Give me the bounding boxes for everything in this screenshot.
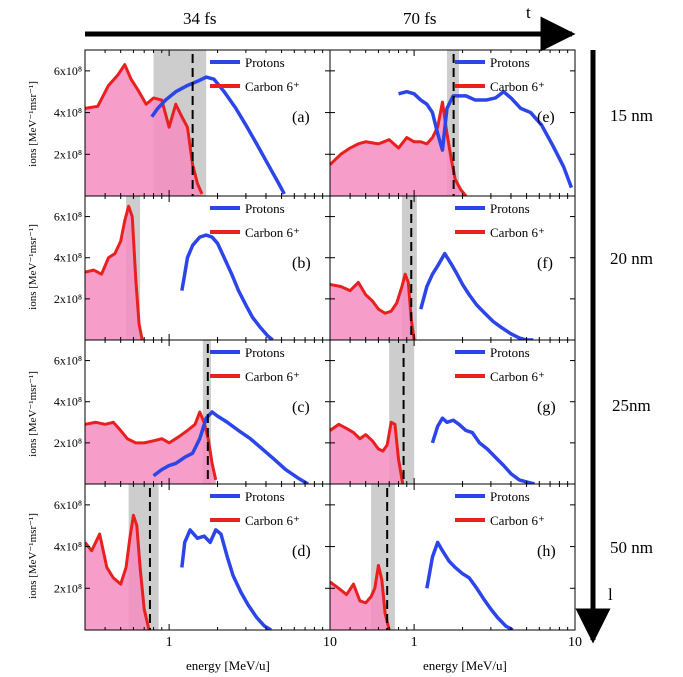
legend-protons-label: Protons: [490, 489, 530, 504]
legend-protons-label: Protons: [245, 201, 285, 216]
carbon-fill-area: [85, 412, 216, 484]
legend-carbon-label: Carbon 6⁺: [245, 225, 300, 240]
y-tick-label: 4x10⁸: [54, 395, 82, 409]
panel-g: Protons Carbon 6⁺ (g): [329, 339, 576, 485]
legend-carbon-label: Carbon 6⁺: [490, 369, 545, 384]
plot-area-a: [85, 50, 286, 196]
y-tick-label: 4x10⁸: [54, 540, 82, 554]
panels: 2x10⁸ 4x10⁸ 6x10⁸ Protons Carbon 6⁺ (a) 2x10⁸ 4…: [54, 49, 582, 650]
panel-e: Protons Carbon 6⁺ (e): [329, 49, 576, 197]
plot-area-f: [330, 196, 534, 340]
protons-series-line: [430, 416, 535, 484]
protons-series-line: [419, 251, 534, 340]
plot-area-c: [85, 340, 309, 484]
y-tick-label: 6x10⁸: [54, 498, 82, 512]
x-tick-label: 10: [568, 635, 582, 650]
carbon-series-line: [330, 100, 468, 196]
y-tick-label: 6x10⁸: [54, 210, 82, 224]
plot-area-g: [330, 340, 535, 484]
panel-h: 1 10 Protons Carbon 6⁺ (h): [329, 483, 582, 650]
panel-letter: (g): [537, 399, 556, 416]
legend-protons-label: Protons: [245, 345, 285, 360]
panel-c: 2x10⁸ 4x10⁸ 6x10⁸ Protons Carbon 6⁺ (c): [54, 339, 331, 485]
legend-protons-label: Protons: [245, 55, 285, 70]
row-label-20nm: 20 nm: [610, 249, 653, 268]
plot-area-d: [85, 484, 272, 630]
column-label-70fs: 70 fs: [403, 9, 437, 28]
column-label-34fs: 34 fs: [183, 9, 217, 28]
carbon-series-line: [85, 513, 151, 630]
carbon-series-line: [85, 204, 144, 340]
y-axis-label-row-d: ions [MeV⁻¹msr⁻¹]: [27, 513, 39, 599]
legend-carbon-label: Carbon 6⁺: [490, 513, 545, 528]
y-tick-label: 4x10⁸: [54, 106, 82, 120]
panel-letter: (f): [537, 255, 553, 272]
panel-letter: (a): [292, 109, 310, 126]
panel-frame: [329, 483, 576, 631]
y-tick-label: 2x10⁸: [54, 581, 82, 595]
y-axis-label-row-b: ions [MeV⁻¹msr⁻¹]: [27, 224, 39, 310]
panel-d: 1 10 2x10⁸ 4x10⁸ 6x10⁸ Protons Carbon 6⁺ (d): [54, 483, 337, 650]
protons-series-line: [398, 89, 574, 189]
legend-carbon-label: Carbon 6⁺: [490, 225, 545, 240]
protons-series-line: [150, 75, 286, 195]
panel-letter: (e): [537, 109, 555, 126]
legend-carbon-label: Carbon 6⁺: [245, 513, 300, 528]
row-label-50nm: 50 nm: [610, 538, 653, 557]
legend-carbon-label: Carbon 6⁺: [245, 79, 300, 94]
protons-series-line: [425, 540, 514, 630]
x-tick-label: 1: [166, 635, 173, 650]
panel-a: 2x10⁸ 4x10⁸ 6x10⁸ Protons Carbon 6⁺ (a): [54, 49, 331, 197]
carbon-fill-area: [330, 565, 390, 630]
carbon-series-line: [330, 563, 391, 630]
x-axis-label-left: energy [MeV/u]: [186, 658, 270, 673]
y-axis-label-row-a: ions [MeV⁻¹msr⁻¹]: [27, 81, 39, 167]
y-tick-label: 6x10⁸: [54, 64, 82, 78]
x-tick-label: 10: [323, 635, 337, 650]
thickness-axis-label: l: [608, 585, 613, 604]
row-label-25nm: 25nm: [612, 396, 651, 415]
carbon-fill-area: [330, 422, 403, 484]
y-tick-label: 4x10⁸: [54, 251, 82, 265]
panel-letter: (d): [292, 543, 311, 560]
y-tick-label: 2x10⁸: [54, 436, 82, 450]
y-tick-label: 2x10⁸: [54, 292, 82, 306]
carbon-fill-area: [85, 64, 202, 196]
carbon-series-line: [330, 420, 405, 484]
gray-band: [202, 340, 211, 484]
time-axis-label: t: [526, 3, 531, 22]
legend-protons-label: Protons: [490, 345, 530, 360]
legend-protons-label: Protons: [245, 489, 285, 504]
y-axis-label-row-c: ions [MeV⁻¹msr⁻¹]: [27, 371, 39, 457]
legend-protons-label: Protons: [490, 55, 530, 70]
y-tick-label: 6x10⁸: [54, 354, 82, 368]
x-axis-label-right: energy [MeV/u]: [423, 658, 507, 673]
legend-protons-label: Protons: [490, 201, 530, 216]
panel-letter: (b): [292, 255, 311, 272]
plot-area-e: [330, 50, 574, 196]
carbon-series-line: [330, 272, 416, 340]
carbon-series-line: [85, 63, 204, 195]
panel-letter: (h): [537, 543, 556, 560]
plot-area-b: [85, 196, 274, 340]
x-tick-label: 1: [411, 635, 418, 650]
panel-letter: (c): [292, 399, 310, 416]
row-label-15nm: 15 nm: [610, 106, 653, 125]
panel-b: 2x10⁸ 4x10⁸ 6x10⁸ Protons Carbon 6⁺ (b): [54, 195, 331, 341]
legend-carbon-label: Carbon 6⁺: [490, 79, 545, 94]
panel-f: Protons Carbon 6⁺ (f): [329, 195, 576, 341]
carbon-fill-area: [85, 206, 143, 340]
plot-area-h: [330, 484, 514, 630]
protons-series-line: [152, 410, 309, 484]
y-tick-label: 2x10⁸: [54, 147, 82, 161]
protons-series-line: [180, 528, 272, 630]
legend-carbon-label: Carbon 6⁺: [245, 369, 300, 384]
protons-series-line: [180, 233, 274, 340]
